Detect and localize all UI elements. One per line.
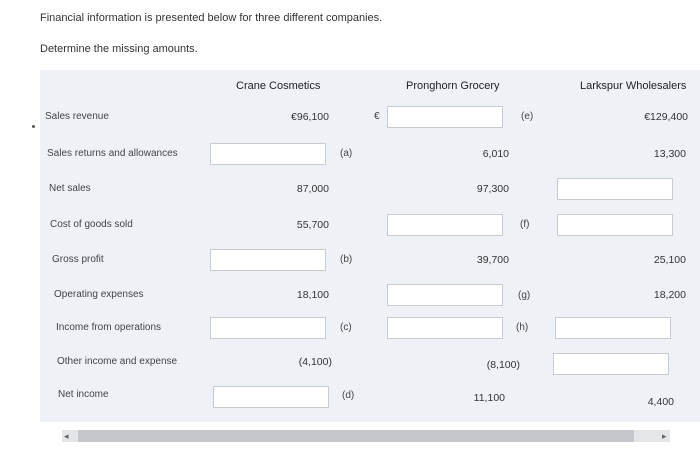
pronghorn-income-from-operations-input[interactable]: [387, 317, 503, 339]
pronghorn-net-sales: 97,300: [460, 183, 509, 195]
tag-f: (f): [520, 219, 529, 230]
tag-g: (g): [518, 290, 530, 301]
crane-sales-returns-input[interactable]: [210, 143, 326, 165]
tag-a: (a): [340, 148, 352, 159]
crane-operating-expenses: 18,100: [280, 289, 329, 301]
tag-e: (e): [521, 111, 533, 122]
larkspur-income-from-operations-input[interactable]: [555, 317, 671, 339]
crane-sales-revenue: €96,100: [280, 111, 329, 123]
pronghorn-sales-revenue-input[interactable]: [387, 106, 503, 128]
larkspur-other-income-expense-input[interactable]: [553, 353, 669, 375]
pronghorn-net-income: 11,100: [456, 392, 505, 404]
row-label-income-from-operations: Income from operations: [56, 322, 161, 333]
bullet-dot: [32, 125, 35, 128]
column-header-crane: Crane Cosmetics: [236, 80, 320, 92]
column-header-larkspur: Larkspur Wholesalers: [580, 80, 686, 92]
crane-net-income-input[interactable]: [213, 386, 329, 408]
tag-h: (h): [516, 322, 528, 333]
scroll-right-icon[interactable]: ▸: [662, 430, 667, 442]
row-label-operating-expenses: Operating expenses: [54, 289, 144, 300]
larkspur-sales-returns: 13,300: [630, 148, 686, 160]
pronghorn-operating-expenses-input[interactable]: [387, 284, 503, 306]
row-label-net-sales: Net sales: [49, 183, 91, 194]
tag-b: (b): [340, 254, 352, 265]
tag-c: (c): [340, 322, 352, 333]
pronghorn-cogs-input[interactable]: [387, 214, 503, 236]
scrollbar-thumb[interactable]: [78, 430, 634, 442]
larkspur-cogs-input[interactable]: [557, 214, 673, 236]
crane-net-sales: 87,000: [280, 183, 329, 195]
row-label-sales-revenue: Sales revenue: [45, 111, 109, 122]
pronghorn-gross-profit: 39,700: [460, 254, 509, 266]
tag-d: (d): [342, 390, 354, 401]
crane-income-from-operations-input[interactable]: [210, 317, 326, 339]
scroll-left-icon[interactable]: ◂: [64, 430, 69, 442]
column-header-pronghorn: Pronghorn Grocery: [406, 80, 500, 92]
pronghorn-other-income-expense: (8,100): [464, 359, 520, 371]
row-label-cogs: Cost of goods sold: [50, 219, 133, 230]
row-label-gross-profit: Gross profit: [52, 254, 104, 265]
row-label-net-income: Net income: [58, 389, 109, 400]
crane-gross-profit-input[interactable]: [210, 249, 326, 271]
instruction-text: Determine the missing amounts.: [40, 43, 198, 55]
larkspur-net-income: 4,400: [630, 396, 674, 408]
crane-cogs: 55,700: [280, 219, 329, 231]
crane-other-income-expense: (4,100): [276, 356, 332, 368]
pronghorn-sales-returns: 6,010: [460, 148, 509, 160]
row-label-other-income-expense: Other income and expense: [57, 356, 177, 367]
larkspur-gross-profit: 25,100: [630, 254, 686, 266]
intro-text: Financial information is presented below…: [40, 12, 382, 24]
row-label-sales-returns: Sales returns and allowances: [47, 148, 178, 159]
pronghorn-currency-symbol: €: [374, 111, 380, 122]
larkspur-net-sales-input[interactable]: [557, 178, 673, 200]
larkspur-operating-expenses: 18,200: [630, 289, 686, 301]
larkspur-sales-revenue: €129,400: [620, 111, 688, 123]
